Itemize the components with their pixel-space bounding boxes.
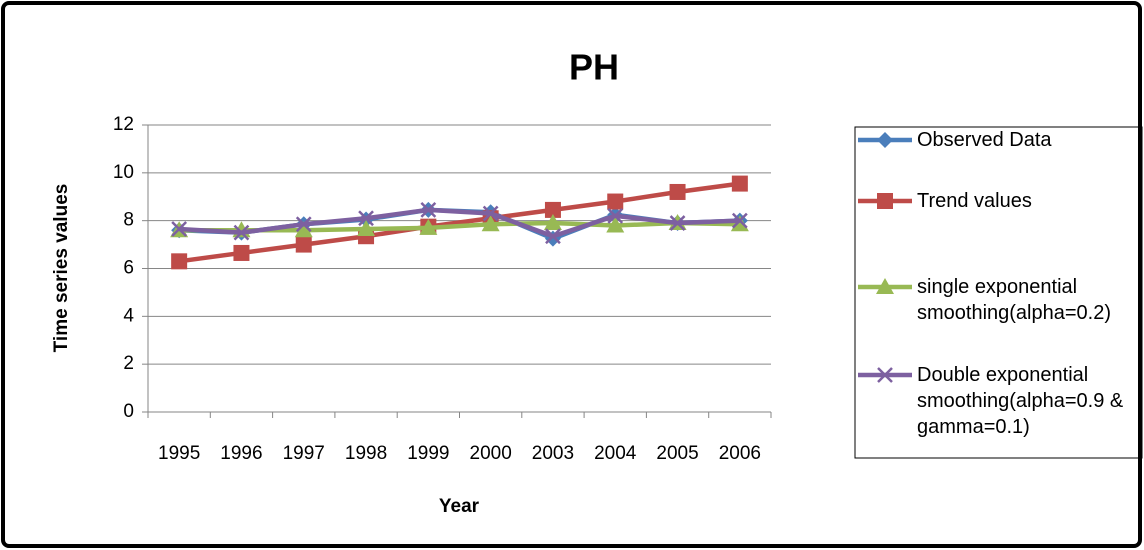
y-tick-label: 8 (123, 210, 134, 231)
legend-label: single exponential smoothing(alpha=0.2) (917, 276, 1112, 324)
data-point (420, 202, 437, 218)
data-point (419, 218, 438, 235)
data-point (669, 183, 686, 200)
data-point (482, 205, 499, 222)
data-point (481, 215, 500, 232)
data-point (233, 224, 250, 241)
x-tick-label: 2003 (532, 443, 574, 464)
chart-title: PH (569, 47, 619, 88)
y-tick-label: 4 (123, 305, 134, 326)
series-line (178, 181, 741, 264)
data-point (294, 221, 313, 238)
data-point (607, 193, 624, 210)
data-point (171, 253, 188, 270)
legend-label: Observed Data (917, 129, 1052, 151)
data-point (295, 236, 312, 253)
legend-marker (877, 367, 893, 383)
data-point (731, 175, 748, 192)
legend-marker (877, 132, 893, 148)
x-tick-label: 1995 (158, 443, 200, 464)
legend-box (854, 126, 1143, 459)
legend-label: Trend values (917, 190, 1032, 212)
data-point (171, 221, 188, 237)
data-point (731, 212, 748, 229)
data-point (669, 215, 686, 231)
data-point (295, 216, 312, 233)
data-point (233, 244, 250, 261)
y-tick-label: 6 (123, 258, 134, 279)
x-tick-label: 1998 (345, 443, 387, 464)
x-tick-label: 2006 (719, 443, 761, 464)
y-tick-label: 10 (113, 162, 134, 183)
data-point (357, 220, 376, 237)
y-axis-label: Time series values (51, 184, 72, 353)
x-tick-label: 2000 (470, 443, 512, 464)
data-point (543, 214, 562, 231)
legend-marker (876, 278, 894, 294)
data-point (730, 215, 749, 232)
legend-label: Double exponential smoothing(alpha=0.9 &… (917, 364, 1124, 438)
data-point (544, 201, 561, 218)
x-tick-label: 1997 (283, 443, 325, 464)
x-tick-label: 2004 (594, 443, 637, 464)
data-point (545, 228, 561, 245)
x-tick-label: 1999 (407, 443, 449, 464)
y-tick-label: 0 (123, 401, 134, 422)
series-line (179, 207, 740, 239)
data-point (606, 216, 625, 233)
legend-marker (877, 193, 893, 209)
x-axis-label: Year (439, 496, 480, 517)
x-tick-label: 1996 (220, 443, 262, 464)
data-point (607, 207, 624, 224)
data-point (358, 210, 374, 227)
y-tick-label: 12 (113, 114, 134, 135)
x-tick-label: 2005 (656, 443, 698, 464)
y-tick-label: 2 (123, 353, 134, 374)
